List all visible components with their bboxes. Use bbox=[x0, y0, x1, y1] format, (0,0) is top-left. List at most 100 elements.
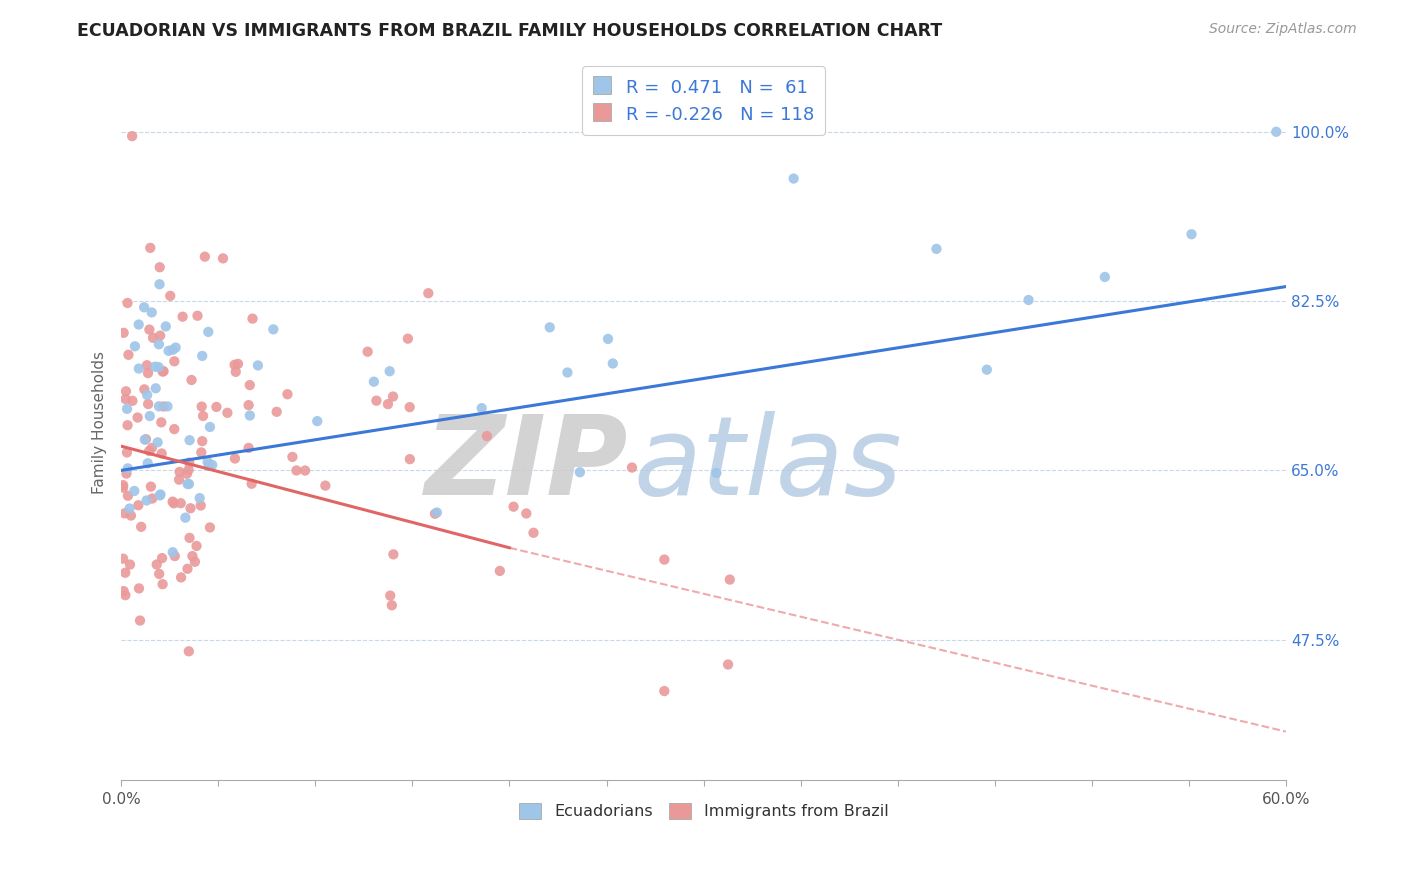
Point bbox=[145, 381, 167, 395]
Point bbox=[212, 252, 235, 266]
Point bbox=[150, 551, 173, 566]
Point bbox=[149, 328, 172, 343]
Point bbox=[172, 310, 194, 324]
Point bbox=[426, 506, 449, 520]
Point bbox=[134, 433, 156, 447]
Point bbox=[198, 458, 221, 473]
Point bbox=[127, 410, 149, 425]
Point bbox=[782, 171, 804, 186]
Point bbox=[239, 378, 262, 392]
Point bbox=[152, 400, 174, 414]
Point bbox=[174, 510, 197, 524]
Text: Source: ZipAtlas.com: Source: ZipAtlas.com bbox=[1209, 22, 1357, 37]
Point bbox=[134, 382, 156, 396]
Point bbox=[515, 507, 537, 521]
Point bbox=[112, 551, 135, 566]
Point bbox=[124, 483, 146, 498]
Point bbox=[149, 487, 172, 501]
Point bbox=[162, 545, 184, 559]
Point bbox=[149, 488, 172, 502]
Point bbox=[1265, 125, 1288, 139]
Point bbox=[1018, 293, 1040, 307]
Point bbox=[112, 481, 135, 495]
Point bbox=[177, 644, 200, 658]
Point bbox=[186, 309, 208, 323]
Point bbox=[128, 582, 150, 596]
Point bbox=[117, 418, 139, 433]
Point bbox=[136, 456, 159, 470]
Point bbox=[307, 414, 329, 428]
Point bbox=[652, 684, 675, 698]
Point bbox=[150, 446, 173, 460]
Text: ZIP: ZIP bbox=[425, 411, 628, 518]
Point bbox=[181, 549, 204, 563]
Point bbox=[134, 301, 156, 315]
Point bbox=[191, 434, 214, 449]
Point bbox=[190, 499, 212, 513]
Text: ECUADORIAN VS IMMIGRANTS FROM BRAZIL FAMILY HOUSEHOLDS CORRELATION CHART: ECUADORIAN VS IMMIGRANTS FROM BRAZIL FAM… bbox=[77, 22, 942, 40]
Point bbox=[356, 344, 378, 359]
Point bbox=[471, 401, 494, 416]
Point bbox=[162, 494, 184, 508]
Point bbox=[115, 384, 138, 399]
Point bbox=[165, 341, 187, 355]
Point bbox=[522, 525, 544, 540]
Point bbox=[294, 464, 316, 478]
Point bbox=[557, 366, 579, 380]
Point bbox=[150, 415, 173, 429]
Point bbox=[148, 566, 170, 581]
Point bbox=[163, 422, 186, 436]
Point bbox=[159, 289, 181, 303]
Point bbox=[198, 520, 221, 534]
Point bbox=[167, 473, 190, 487]
Point bbox=[226, 357, 249, 371]
Text: atlas: atlas bbox=[634, 411, 903, 518]
Point bbox=[141, 441, 163, 455]
Point bbox=[190, 445, 212, 459]
Point bbox=[925, 242, 948, 256]
Point bbox=[136, 388, 159, 402]
Point bbox=[141, 491, 163, 506]
Point bbox=[381, 599, 404, 613]
Point bbox=[124, 339, 146, 353]
Point bbox=[176, 467, 198, 481]
Point bbox=[146, 435, 169, 450]
Point bbox=[378, 364, 401, 378]
Point bbox=[718, 573, 741, 587]
Point bbox=[118, 558, 141, 572]
Point bbox=[314, 478, 336, 492]
Point bbox=[398, 400, 420, 414]
Point bbox=[224, 358, 246, 372]
Point bbox=[179, 456, 201, 470]
Point bbox=[188, 491, 211, 505]
Point bbox=[117, 489, 139, 503]
Y-axis label: Family Households: Family Households bbox=[93, 351, 107, 493]
Point bbox=[152, 577, 174, 591]
Point bbox=[266, 405, 288, 419]
Point bbox=[620, 460, 643, 475]
Point bbox=[205, 400, 228, 414]
Point bbox=[115, 401, 138, 416]
Point bbox=[217, 406, 239, 420]
Point bbox=[114, 507, 136, 521]
Point bbox=[654, 552, 676, 566]
Point bbox=[488, 564, 510, 578]
Point bbox=[179, 501, 201, 516]
Point bbox=[382, 547, 405, 561]
Point bbox=[176, 562, 198, 576]
Point bbox=[148, 337, 170, 351]
Point bbox=[475, 429, 498, 443]
Point bbox=[117, 296, 139, 310]
Point bbox=[976, 362, 998, 376]
Point bbox=[149, 260, 172, 275]
Point bbox=[366, 393, 388, 408]
Point bbox=[139, 480, 162, 494]
Point bbox=[502, 500, 524, 514]
Point bbox=[285, 463, 308, 477]
Point bbox=[138, 323, 160, 337]
Point bbox=[177, 463, 200, 477]
Point bbox=[276, 387, 298, 401]
Point bbox=[112, 478, 135, 492]
Point bbox=[382, 390, 405, 404]
Point bbox=[152, 365, 174, 379]
